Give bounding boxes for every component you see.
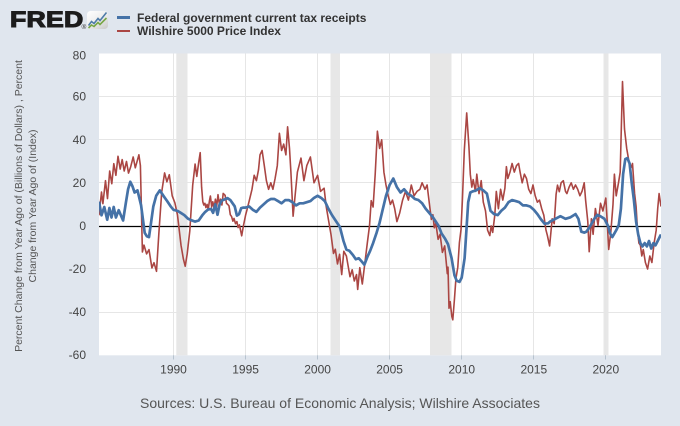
svg-text:0: 0 <box>79 219 86 233</box>
svg-text:80: 80 <box>73 49 87 63</box>
svg-text:2015: 2015 <box>520 363 547 377</box>
svg-text:2020: 2020 <box>592 363 619 377</box>
svg-text:2010: 2010 <box>448 363 475 377</box>
svg-text:1990: 1990 <box>160 363 187 377</box>
svg-text:-20: -20 <box>69 262 87 276</box>
svg-text:-40: -40 <box>69 305 87 319</box>
svg-text:40: 40 <box>73 133 87 147</box>
svg-text:2000: 2000 <box>304 363 331 377</box>
svg-text:20: 20 <box>73 176 87 190</box>
svg-text:-60: -60 <box>69 348 87 362</box>
svg-text:60: 60 <box>73 90 87 104</box>
svg-text:2005: 2005 <box>376 363 403 377</box>
svg-text:1995: 1995 <box>232 363 259 377</box>
